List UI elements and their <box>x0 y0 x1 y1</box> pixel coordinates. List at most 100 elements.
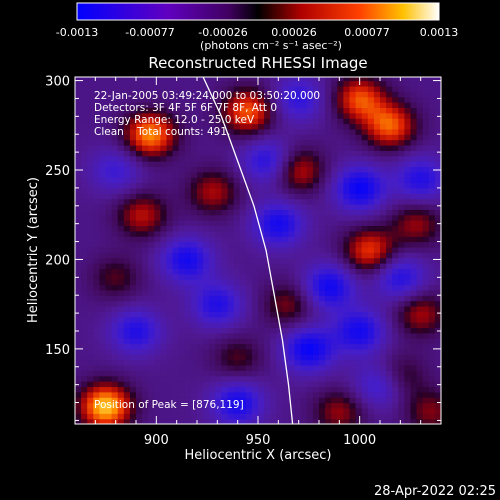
heatmap-cell <box>105 182 113 189</box>
heatmap-cell <box>178 182 186 189</box>
heatmap-cell <box>386 252 393 259</box>
heatmap-cell <box>306 348 314 355</box>
heatmap-cell <box>148 381 155 388</box>
heatmap-cell <box>258 236 265 243</box>
heatmap-cell <box>325 375 332 382</box>
heatmap-cell <box>251 407 259 414</box>
heatmap-cell <box>81 386 88 393</box>
heatmap-cell <box>148 289 155 296</box>
heatmap-cell <box>81 198 88 205</box>
heatmap-cell <box>160 295 168 302</box>
heatmap-cell <box>227 102 235 109</box>
heatmap-cell <box>386 209 393 216</box>
heatmap-cell <box>75 364 82 371</box>
heatmap-cell <box>361 134 369 141</box>
heatmap-cell <box>361 305 369 312</box>
heatmap-cell <box>215 284 222 291</box>
heatmap-cell <box>75 80 82 87</box>
heatmap-cell <box>117 413 125 420</box>
heatmap-cell <box>434 161 441 168</box>
heatmap-cell <box>258 80 265 87</box>
heatmap-cell <box>416 295 424 302</box>
heatmap-cell <box>276 144 283 151</box>
heatmap-cell <box>422 343 430 350</box>
heatmap-cell <box>349 397 357 404</box>
heatmap-cell <box>129 305 137 312</box>
heatmap-cell <box>251 150 259 157</box>
heatmap-cell <box>184 348 192 355</box>
heatmap-cell <box>148 187 155 194</box>
heatmap-cell <box>148 144 155 151</box>
heatmap-cell <box>227 418 235 424</box>
heatmap-cell <box>404 166 412 173</box>
heatmap-cell <box>160 182 168 189</box>
heatmap-cell <box>105 311 113 318</box>
heatmap-cell <box>209 91 216 98</box>
x-tick-label: 900 <box>144 433 169 448</box>
heatmap-cell <box>410 241 418 248</box>
heatmap-cell <box>123 85 131 92</box>
heatmap-cell <box>416 348 424 355</box>
heatmap-cell <box>148 279 155 286</box>
heatmap-cell <box>258 77 265 82</box>
heatmap-cell <box>117 257 125 264</box>
heatmap-cell <box>105 397 113 404</box>
heatmap-cell <box>294 80 302 87</box>
heatmap-cell <box>300 418 308 424</box>
heatmap-cell <box>300 359 308 366</box>
heatmap-cell <box>221 343 229 350</box>
heatmap-cell <box>258 198 265 205</box>
heatmap-cell <box>129 241 137 248</box>
heatmap-cell <box>373 214 381 221</box>
heatmap-cell <box>75 166 82 173</box>
heatmap-cell <box>111 209 119 216</box>
heatmap-cell <box>148 198 155 205</box>
heatmap-cell <box>239 246 247 253</box>
heatmap-cell <box>245 77 253 82</box>
heatmap-cell <box>99 289 107 296</box>
heatmap-cell <box>404 402 412 409</box>
heatmap-cell <box>160 203 168 210</box>
heatmap-cell <box>129 289 137 296</box>
heatmap-cell <box>392 305 399 312</box>
heatmap-cell <box>203 220 210 227</box>
heatmap-cell <box>148 91 155 98</box>
heatmap-cell <box>264 102 271 109</box>
heatmap-cell <box>129 295 137 302</box>
heatmap-cell <box>367 268 375 275</box>
heatmap-cell <box>343 322 351 329</box>
heatmap-cell <box>422 391 430 398</box>
heatmap-cell <box>87 386 94 393</box>
heatmap-cell <box>410 161 418 168</box>
heatmap-cell <box>410 407 418 414</box>
heatmap-cell <box>160 144 168 151</box>
heatmap-cell <box>367 128 375 135</box>
heatmap-cell <box>428 161 436 168</box>
heatmap-cell <box>319 96 326 103</box>
heatmap-cell <box>398 187 405 194</box>
heatmap-cell <box>294 193 302 200</box>
heatmap-cell <box>148 327 155 334</box>
heatmap-cell <box>416 364 424 371</box>
heatmap-cell <box>215 311 222 318</box>
heatmap-cell <box>392 107 399 114</box>
heatmap-cell <box>319 241 326 248</box>
heatmap-cell <box>251 236 259 243</box>
heatmap-cell <box>337 102 344 109</box>
heatmap-cell <box>319 77 326 82</box>
heatmap-cell <box>361 359 369 366</box>
heatmap-cell <box>203 209 210 216</box>
heatmap-cell <box>258 102 265 109</box>
heatmap-cell <box>172 139 180 146</box>
heatmap-cell <box>349 402 357 409</box>
heatmap-cell <box>239 418 247 424</box>
heatmap-cell <box>81 225 88 232</box>
heatmap-cell <box>373 386 381 393</box>
heatmap-cell <box>331 182 338 189</box>
heatmap-cell <box>294 295 302 302</box>
heatmap-cell <box>178 177 186 184</box>
heatmap-cell <box>337 289 344 296</box>
heatmap-cell <box>215 166 222 173</box>
heatmap-cell <box>160 305 168 312</box>
heatmap-cell <box>386 284 393 291</box>
